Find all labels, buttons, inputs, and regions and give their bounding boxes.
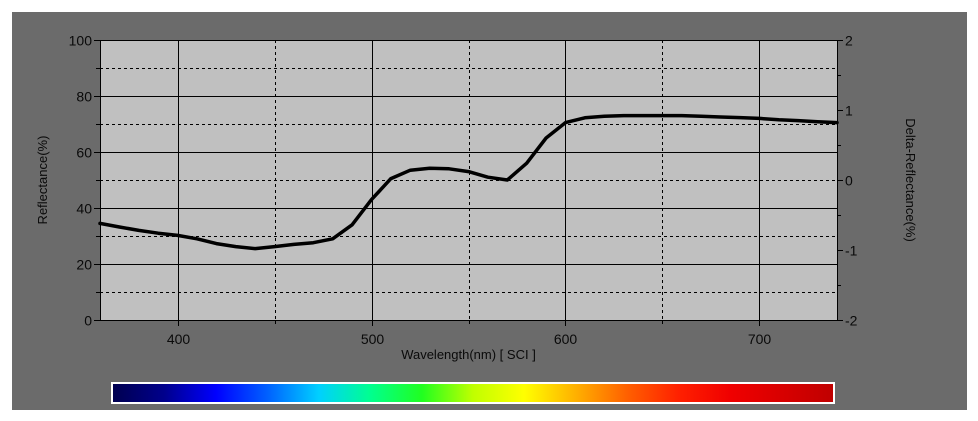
y2-tick-label: -1	[845, 243, 858, 259]
x-tick-label: 400	[167, 331, 191, 347]
chart-panel: 0 20 40 60 80 100 -2 -1 0 1 2 400 500 600 700 Wavelengt…	[12, 12, 967, 410]
y-tick-label: 40	[76, 201, 92, 217]
y2-axis-title: Delta-Reflectance(%)	[903, 118, 918, 242]
y-tick-label: 80	[76, 89, 92, 105]
y-tick-label: 100	[69, 33, 93, 49]
x-tick-label: 500	[361, 331, 385, 347]
y-axis-title: Reflectance(%)	[35, 136, 50, 225]
y-tick-label: 0	[84, 313, 92, 329]
series-line-0	[98, 113, 839, 251]
y2-tick-label: 2	[845, 33, 853, 49]
y-tick-label: 20	[76, 257, 92, 273]
y2-tick-label: -2	[845, 313, 858, 329]
y2-tick-label: 1	[845, 103, 853, 119]
spectrum-color-bar	[113, 384, 833, 402]
reflectance-chart: 0 20 40 60 80 100 -2 -1 0 1 2 400 500 600 700 Wavelengt…	[35, 33, 918, 404]
x-tick-label: 700	[748, 331, 772, 347]
x-tick-label: 600	[554, 331, 578, 347]
y-tick-label: 60	[76, 145, 92, 161]
y2-tick-label: 0	[845, 173, 853, 189]
x-axis-title: Wavelength(nm) [ SCI ]	[401, 347, 536, 362]
